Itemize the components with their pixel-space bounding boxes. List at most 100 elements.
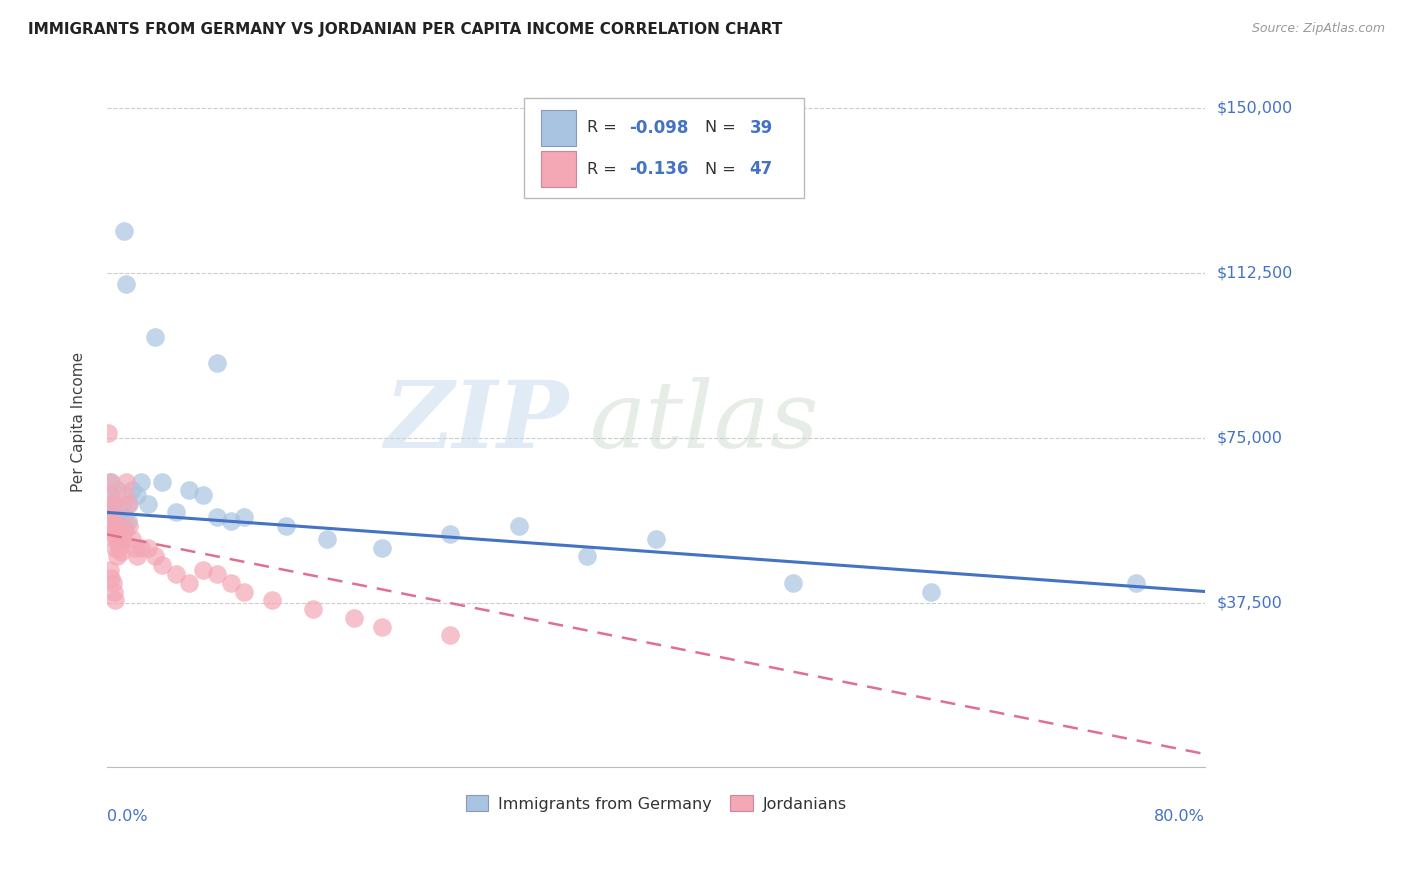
Point	[127, 549, 149, 564]
Point	[115, 475, 138, 489]
Point	[233, 584, 256, 599]
Text: $150,000: $150,000	[1216, 101, 1292, 116]
Point	[98, 488, 121, 502]
Text: 0.0%: 0.0%	[107, 809, 148, 823]
Point	[439, 628, 461, 642]
Point	[107, 527, 129, 541]
Text: $75,000: $75,000	[1216, 430, 1282, 445]
Point	[191, 563, 214, 577]
Point	[127, 488, 149, 502]
Point	[179, 483, 201, 498]
Point	[205, 356, 228, 370]
Point	[117, 497, 139, 511]
Point	[143, 549, 166, 564]
Point	[219, 514, 242, 528]
Point	[101, 518, 124, 533]
Point	[124, 541, 146, 555]
Point	[108, 523, 131, 537]
Point	[219, 575, 242, 590]
Point	[101, 575, 124, 590]
Point	[101, 497, 124, 511]
Point	[150, 558, 173, 573]
Text: ZIP: ZIP	[384, 377, 568, 467]
Point	[115, 277, 138, 291]
Point	[576, 549, 599, 564]
Text: -0.136: -0.136	[628, 161, 688, 178]
Point	[112, 509, 135, 524]
Point	[920, 584, 942, 599]
Point	[439, 527, 461, 541]
Point	[150, 475, 173, 489]
Point	[100, 505, 122, 519]
Text: atlas: atlas	[591, 377, 820, 467]
Point	[103, 584, 125, 599]
Point	[105, 483, 128, 498]
Text: IMMIGRANTS FROM GERMANY VS JORDANIAN PER CAPITA INCOME CORRELATION CHART: IMMIGRANTS FROM GERMANY VS JORDANIAN PER…	[28, 22, 783, 37]
Point	[98, 475, 121, 489]
Point	[315, 532, 337, 546]
Text: Source: ZipAtlas.com: Source: ZipAtlas.com	[1251, 22, 1385, 36]
Text: N =: N =	[706, 120, 741, 136]
Point	[205, 509, 228, 524]
Point	[105, 518, 128, 533]
Point	[107, 536, 129, 550]
Point	[103, 505, 125, 519]
Point	[121, 483, 143, 498]
Point	[110, 532, 132, 546]
Point	[103, 509, 125, 524]
Point	[205, 566, 228, 581]
Point	[121, 532, 143, 546]
Point	[114, 488, 136, 502]
Text: R =: R =	[586, 161, 621, 177]
Point	[110, 545, 132, 559]
Point	[370, 541, 392, 555]
Point	[104, 593, 127, 607]
Point	[107, 509, 129, 524]
Point	[508, 518, 530, 533]
Point	[143, 329, 166, 343]
Point	[104, 541, 127, 555]
Point	[260, 593, 283, 607]
Point	[110, 536, 132, 550]
Point	[191, 488, 214, 502]
Text: 47: 47	[749, 161, 773, 178]
FancyBboxPatch shape	[541, 110, 576, 145]
Legend: Immigrants from Germany, Jordanians: Immigrants from Germany, Jordanians	[460, 789, 853, 818]
FancyBboxPatch shape	[541, 152, 576, 187]
Point	[111, 501, 134, 516]
Point	[104, 518, 127, 533]
Point	[118, 497, 141, 511]
Point	[302, 602, 325, 616]
Text: R =: R =	[586, 120, 621, 136]
Text: 80.0%: 80.0%	[1154, 809, 1205, 823]
Point	[131, 475, 153, 489]
Point	[118, 518, 141, 533]
Text: N =: N =	[706, 161, 741, 177]
Point	[274, 518, 297, 533]
Point	[98, 518, 121, 533]
Point	[131, 541, 153, 555]
Point	[165, 566, 187, 581]
Point	[112, 523, 135, 537]
Point	[136, 497, 159, 511]
Text: -0.098: -0.098	[628, 119, 688, 136]
Text: $37,500: $37,500	[1216, 595, 1282, 610]
Point	[98, 563, 121, 577]
Point	[136, 541, 159, 555]
Point	[101, 497, 124, 511]
Point	[782, 575, 804, 590]
Point	[100, 488, 122, 502]
Point	[165, 505, 187, 519]
Point	[97, 426, 120, 441]
Text: $112,500: $112,500	[1216, 266, 1292, 280]
Point	[343, 611, 366, 625]
Point	[1125, 575, 1147, 590]
Point	[233, 509, 256, 524]
Point	[100, 475, 122, 489]
Text: 39: 39	[749, 119, 773, 136]
Point	[645, 532, 668, 546]
Point	[100, 571, 122, 585]
Point	[104, 532, 127, 546]
Point	[108, 541, 131, 555]
Point	[117, 514, 139, 528]
